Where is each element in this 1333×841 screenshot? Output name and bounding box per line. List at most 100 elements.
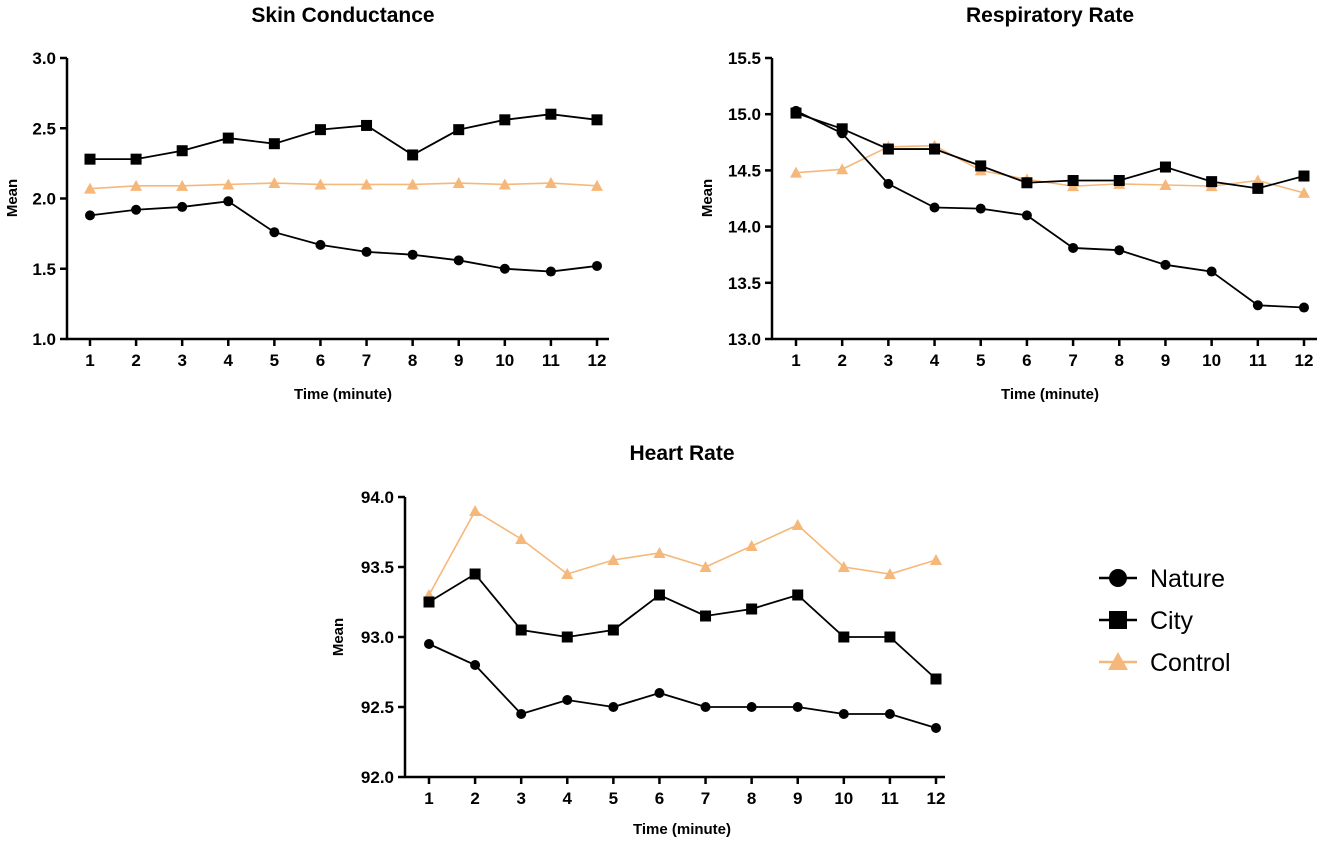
- y-tick-label: 1.0: [32, 330, 56, 349]
- data-point: [608, 702, 619, 712]
- data-point: [544, 177, 557, 189]
- data-point: [470, 660, 481, 670]
- data-point: [975, 203, 986, 214]
- data-point: [361, 246, 372, 257]
- data-point: [592, 260, 602, 271]
- x-tick-label: 2: [837, 351, 846, 370]
- x-tick-label: 6: [655, 789, 664, 808]
- data-point: [453, 124, 465, 136]
- data-point: [1021, 177, 1033, 189]
- x-tick-label: 10: [1202, 351, 1221, 370]
- data-point: [469, 505, 482, 516]
- data-point: [1160, 259, 1171, 270]
- x-tick-label: 1: [791, 351, 800, 370]
- data-point: [792, 702, 803, 712]
- data-point: [268, 138, 280, 150]
- data-point: [407, 149, 419, 161]
- data-point: [591, 114, 603, 126]
- data-point: [85, 210, 95, 221]
- legend: Nature City Control: [1099, 565, 1231, 677]
- data-point: [883, 178, 894, 189]
- y-tick-label: 92.5: [361, 698, 394, 717]
- circle-marker-icon: [1109, 569, 1127, 587]
- data-point: [1114, 245, 1125, 256]
- x-tick-label: 11: [542, 351, 560, 370]
- x-axis-label: Time (minute): [294, 386, 392, 403]
- series-city: [84, 108, 603, 165]
- legend-item-control: Control: [1099, 649, 1231, 677]
- series-control: [84, 177, 603, 194]
- data-point: [269, 227, 280, 238]
- data-point: [837, 561, 850, 572]
- data-point: [516, 709, 527, 719]
- series-city: [790, 107, 1310, 194]
- series-nature: [85, 196, 602, 277]
- data-point: [792, 589, 804, 601]
- data-point: [1299, 302, 1309, 313]
- data-point: [930, 554, 942, 565]
- x-tick-label: 7: [1068, 351, 1077, 370]
- y-tick-label: 2.0: [32, 190, 56, 209]
- data-point: [746, 603, 758, 615]
- data-point: [498, 178, 511, 190]
- data-point: [1206, 266, 1217, 277]
- data-point: [929, 143, 941, 155]
- x-tick-label: 3: [884, 351, 893, 370]
- x-tick-label: 7: [701, 789, 710, 808]
- data-point: [653, 547, 666, 558]
- data-point: [591, 179, 603, 191]
- series-nature: [791, 105, 1309, 313]
- data-point: [406, 178, 419, 190]
- x-tick-label: 12: [1295, 351, 1314, 370]
- x-tick-label: 4: [563, 789, 573, 808]
- x-tick-label: 3: [516, 789, 525, 808]
- series-line: [795, 110, 1305, 309]
- legend-label: Control: [1150, 649, 1231, 677]
- legend-item-nature: Nature: [1099, 565, 1225, 593]
- y-tick-label: 14.0: [728, 218, 761, 237]
- series-line: [795, 144, 1305, 194]
- data-point: [223, 196, 234, 207]
- x-tick-label: 4: [224, 351, 234, 370]
- y-tick-label: 1.5: [32, 260, 56, 279]
- data-point: [745, 540, 758, 551]
- y-tick-label: 14.5: [728, 161, 761, 180]
- data-point: [700, 610, 712, 622]
- x-tick-label: 12: [588, 351, 607, 370]
- data-point: [515, 624, 527, 636]
- data-point: [130, 153, 142, 165]
- data-point: [884, 709, 895, 719]
- x-tick-label: 8: [1115, 351, 1124, 370]
- data-point: [1252, 182, 1264, 194]
- plot-area: 13.013.514.014.515.015.51 2 3 4 5 6 7 8 9 10 11 12: [728, 49, 1317, 370]
- data-point: [929, 202, 940, 213]
- data-point: [360, 178, 373, 190]
- plot-area: 92.092.593.093.594.01 2 3 4 5 6 7 8 9 10 11 12: [361, 488, 946, 808]
- x-tick-label: 8: [747, 789, 756, 808]
- data-point: [545, 266, 556, 277]
- data-point: [407, 249, 418, 260]
- y-tick-label: 92.0: [361, 768, 394, 787]
- data-point: [515, 533, 528, 544]
- data-point: [361, 119, 373, 131]
- x-tick-label: 5: [976, 351, 985, 370]
- data-point: [222, 178, 235, 190]
- data-point: [177, 201, 188, 212]
- y-axis-label: Mean: [699, 179, 716, 217]
- y-axis-label: Mean: [330, 618, 347, 656]
- data-point: [931, 723, 941, 733]
- x-tick-label: 6: [1022, 351, 1031, 370]
- data-point: [1298, 186, 1310, 198]
- data-point: [975, 160, 987, 172]
- data-point: [131, 204, 142, 215]
- series-line: [89, 200, 598, 273]
- series-control: [423, 505, 942, 600]
- data-point: [1159, 179, 1172, 191]
- data-point: [1298, 170, 1310, 182]
- x-tick-label: 2: [470, 789, 479, 808]
- x-tick-label: 11: [1249, 351, 1267, 370]
- data-point: [314, 178, 327, 190]
- y-axis-label: Mean: [4, 179, 21, 217]
- y-tick-label: 15.0: [728, 105, 761, 124]
